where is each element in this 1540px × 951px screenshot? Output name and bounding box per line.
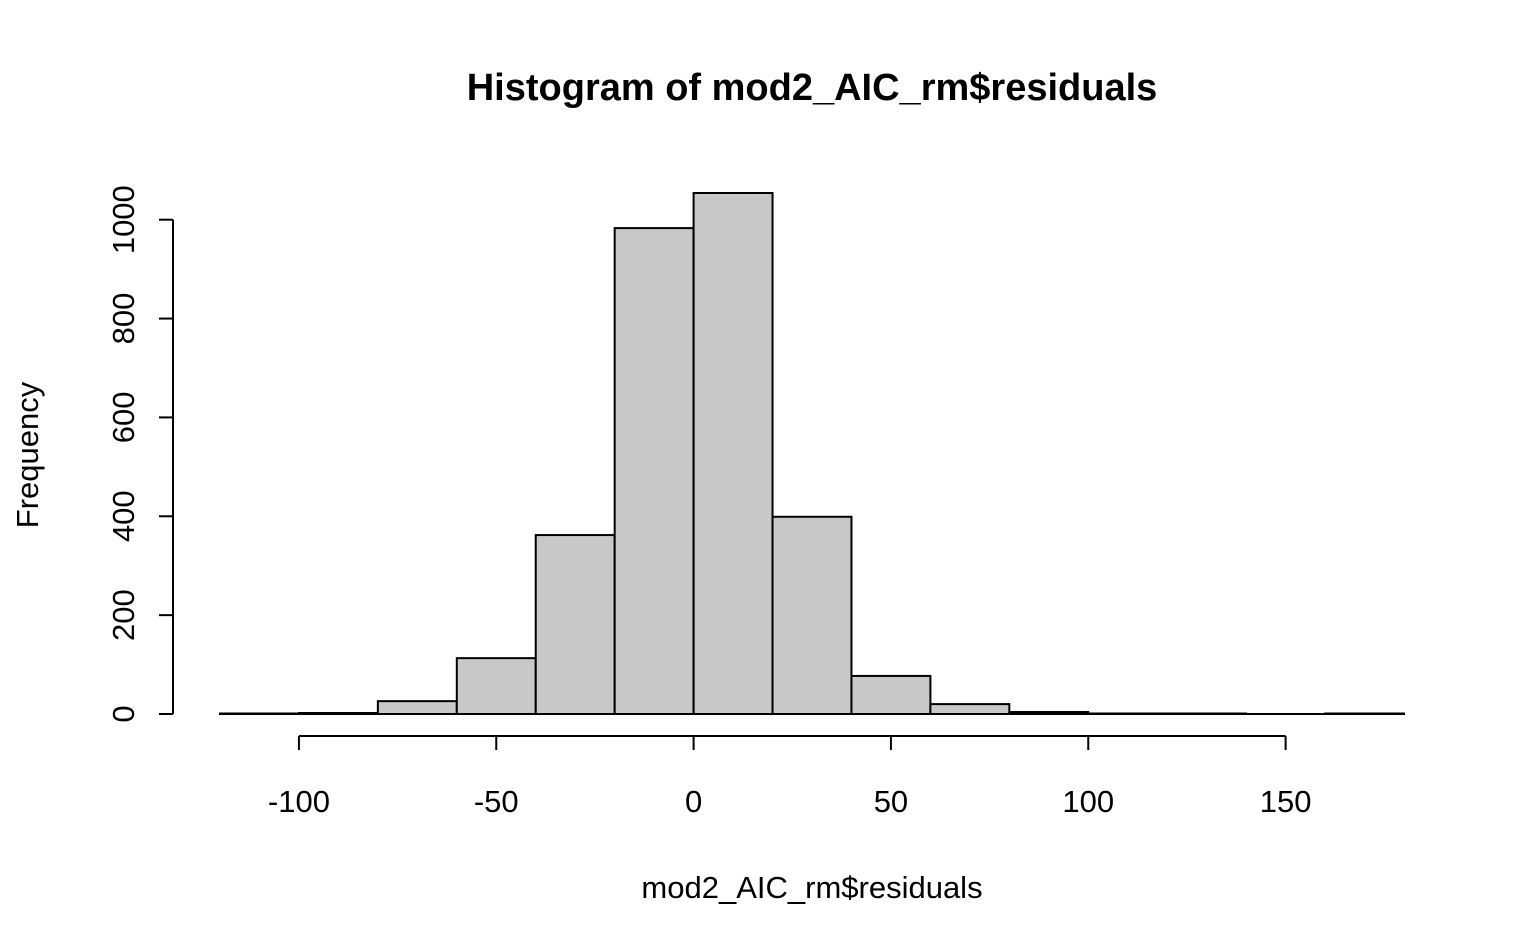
y-tick-label: 1000 xyxy=(106,185,141,254)
x-axis-label: mod2_AIC_rm$residuals xyxy=(641,870,982,905)
histogram-bar xyxy=(376,700,458,716)
bars xyxy=(219,192,1405,716)
x-axis: -100 -50 0 50 100 150 xyxy=(268,735,1312,819)
x-tick-label: -50 xyxy=(474,784,519,819)
x-tick-label: 0 xyxy=(685,784,702,819)
y-axis-label: Frequency xyxy=(10,381,45,528)
y-tick-label: 600 xyxy=(106,392,141,444)
x-tick-label: -100 xyxy=(268,784,330,819)
y-tick-label: 400 xyxy=(106,490,141,542)
y-tick-label: 800 xyxy=(106,293,141,345)
histogram-bar xyxy=(455,657,537,715)
x-tick-label: 150 xyxy=(1260,784,1312,819)
histogram-bar xyxy=(929,703,1011,715)
chart-title: Histogram of mod2_AIC_rm$residuals xyxy=(467,67,1158,109)
x-tick-label: 50 xyxy=(874,784,908,819)
x-tick-label: 100 xyxy=(1062,784,1114,819)
y-tick-label: 0 xyxy=(106,705,141,722)
histogram-bar xyxy=(850,674,932,716)
histogram-bar xyxy=(613,227,695,715)
histogram-bar xyxy=(534,534,616,716)
y-tick-label: 200 xyxy=(106,589,141,641)
histogram-bar xyxy=(771,515,853,716)
y-axis: 0 200 400 600 800 1000 xyxy=(106,185,174,723)
histogram-bar xyxy=(692,192,774,715)
